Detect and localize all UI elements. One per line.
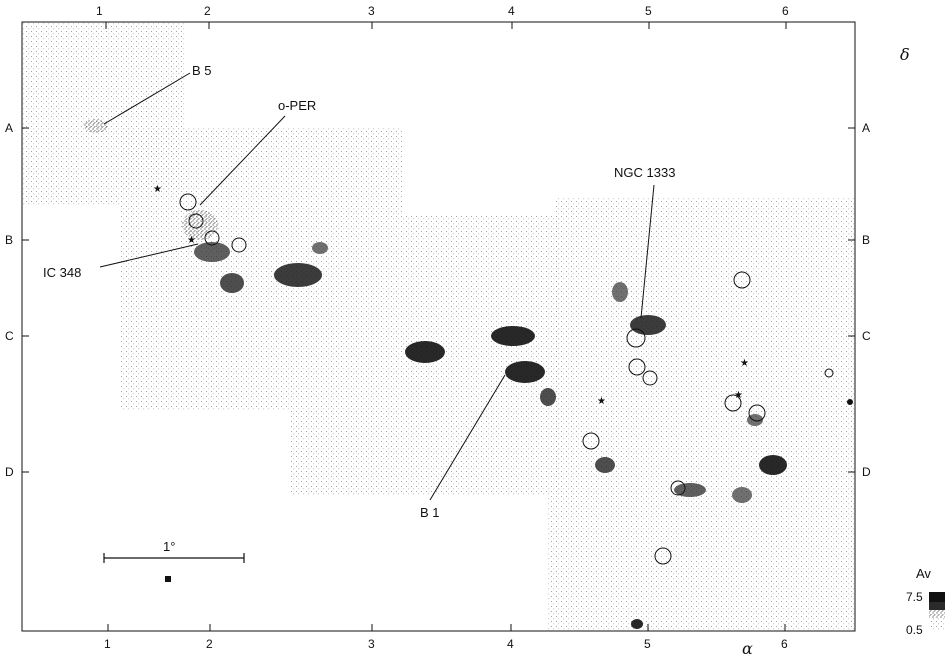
top-tick-6: 6: [782, 4, 789, 18]
label-ngc1333: NGC 1333: [614, 165, 675, 180]
row-label-c-left: C: [5, 329, 14, 343]
bottom-tick-3: 3: [368, 637, 375, 651]
delta-axis-label: δ: [900, 45, 910, 64]
alpha-axis-label: α: [742, 639, 753, 658]
label-o-per: o-PER: [278, 98, 316, 113]
bottom-tick-5: 5: [644, 637, 651, 651]
top-tick-1: 1: [96, 4, 103, 18]
top-tick-5: 5: [645, 4, 652, 18]
row-label-d-left: D: [5, 465, 14, 479]
top-tick-2: 2: [204, 4, 211, 18]
source-circles: [179, 193, 834, 565]
row-label-c-right: C: [862, 329, 871, 343]
svg-text:★: ★: [153, 184, 162, 195]
label-ic348: IC 348: [43, 265, 81, 280]
bottom-tick-6: 6: [781, 637, 788, 651]
legend-max: 7.5: [906, 590, 923, 604]
svg-text:★: ★: [734, 390, 743, 401]
resolution-marker: [165, 576, 171, 582]
right-row-labels: A B C D δ: [848, 45, 910, 479]
label-b5: B 5: [192, 63, 212, 78]
dense-clouds: [84, 119, 853, 629]
label-b1: B 1: [420, 505, 440, 520]
svg-text:★: ★: [597, 396, 606, 407]
top-axis: 1 2 3 4 5 6: [96, 4, 789, 29]
av-legend: Av 7.5 0.5: [906, 566, 945, 637]
star-markers: ★ ★ ★ ★ ★: [153, 184, 749, 407]
scale-bar-label: 1°: [163, 539, 175, 554]
row-label-d-right: D: [862, 465, 871, 479]
scale-bar: 1°: [103, 539, 245, 582]
bottom-tick-4: 4: [507, 637, 514, 651]
legend-title: Av: [916, 566, 931, 581]
bottom-axis: 1 2 3 4 5 6 α: [104, 624, 788, 658]
svg-text:★: ★: [740, 358, 749, 369]
bottom-tick-2: 2: [206, 637, 213, 651]
annotations: B 5 o-PER IC 348 NGC 1333 B 1: [43, 63, 675, 520]
top-tick-4: 4: [508, 4, 515, 18]
row-label-b-left: B: [5, 233, 13, 247]
row-label-a-left: A: [5, 121, 13, 135]
row-label-a-right: A: [862, 121, 870, 135]
svg-text:★: ★: [187, 235, 196, 246]
bottom-tick-1: 1: [104, 637, 111, 651]
survey-regions: [22, 22, 855, 631]
left-row-labels: A B C D: [5, 121, 29, 479]
top-tick-3: 3: [368, 4, 375, 18]
legend-min: 0.5: [906, 623, 923, 637]
row-label-b-right: B: [862, 233, 870, 247]
